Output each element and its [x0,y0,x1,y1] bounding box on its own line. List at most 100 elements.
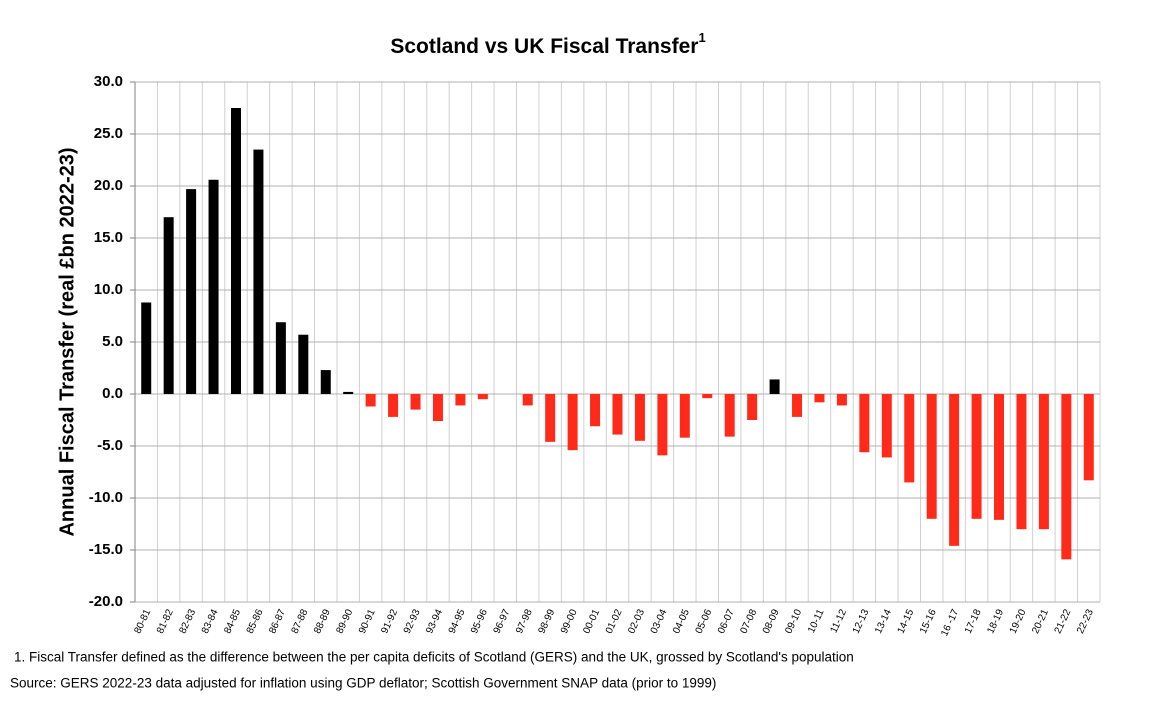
bar [634,394,645,441]
x-tick-label: 00-01 [581,607,602,635]
y-tick-label: 20.0 [94,177,123,194]
title-superscript: 1 [698,30,705,45]
y-tick-label: 30.0 [94,73,123,90]
x-tick-label: 94-95 [447,607,468,635]
y-tick-label: 25.0 [94,125,123,142]
x-tick-label: 04-05 [671,607,692,635]
y-tick-label: -15.0 [89,541,123,558]
x-tick-label: 14-15 [896,607,917,635]
x-tick-label: 10-11 [806,607,827,635]
bar [1083,394,1094,481]
x-tick-label: 18-19 [985,607,1006,635]
bar [836,394,847,406]
x-tick-label: 99-00 [559,607,580,635]
x-tick-label: 80-81 [133,607,154,635]
x-tick-label: 22-23 [1075,607,1096,635]
bar [881,394,892,458]
bar [949,394,960,546]
footnote: 1. Fiscal Transfer defined as the differ… [14,650,854,665]
bar [320,370,331,394]
bar [747,394,758,420]
x-tick-label: 21-22 [1053,607,1074,635]
bar [298,334,309,394]
y-axis-label: Annual Fiscal Transfer (real £bn 2022-23… [56,147,78,536]
x-tick-label: 86-87 [267,607,288,635]
x-tick-label: 15-16 [918,607,939,635]
x-tick-label: 19-20 [1008,607,1029,635]
bar [477,394,488,400]
x-tick-label: 83-84 [200,607,221,635]
bar [926,394,937,519]
x-tick-label: 96-97 [492,607,513,635]
y-tick-label: 15.0 [94,229,123,246]
bar [590,394,601,427]
x-tick-label: 17-18 [963,607,984,635]
bar [275,322,286,394]
x-tick-label: 91-92 [379,607,400,635]
x-tick-label: 98-99 [537,607,558,635]
bar [612,394,623,435]
x-tick-label: 12-13 [851,607,872,635]
x-tick-label: 11-12 [829,607,850,635]
bar [814,394,825,403]
x-tick-label: 01-02 [604,607,625,635]
x-tick-label: 02-03 [626,607,647,635]
source-note: Source: GERS 2022-23 data adjusted for i… [10,676,716,691]
bar [208,179,219,394]
y-tick-label: 5.0 [102,333,123,350]
bar [545,394,556,442]
title-text: Scotland vs UK Fiscal Transfer [390,35,698,58]
x-tick-label: 92-93 [402,607,423,635]
y-tick-label: 10.0 [94,281,123,298]
bar [971,394,982,519]
x-tick-label: 03-04 [649,607,670,635]
x-tick-label: 85-86 [245,607,266,635]
bar [724,394,735,437]
bar [1016,394,1027,530]
bar [365,394,376,407]
x-tick-label: 87-88 [290,607,311,635]
bar [432,394,443,422]
bar [1061,394,1072,560]
bar [253,149,264,394]
bar [1038,394,1049,530]
bar [522,394,533,406]
x-tick-label: 07-08 [738,607,759,635]
x-tick-label: 84-85 [222,607,243,635]
bar [343,391,354,394]
bar [567,394,578,451]
x-tick-label: 89-90 [335,607,356,635]
y-tick-label: 0.0 [102,385,123,402]
bar [859,394,870,453]
bar [792,394,803,417]
bar [388,394,399,417]
x-tick-label: 16 -17 [939,607,961,638]
bar [455,394,466,406]
x-tick-label: 08-09 [761,607,782,635]
x-tick-label: 82-83 [177,607,198,635]
x-tick-label: 95-96 [469,607,490,635]
bar [702,394,713,399]
y-tick-label: -10.0 [89,489,123,506]
bar [163,217,174,394]
y-tick-label: -20.0 [89,593,123,610]
x-tick-label: 09-10 [783,607,804,635]
x-tick-label: 81-82 [155,607,176,635]
x-tick-label: 90-91 [357,607,378,635]
bar [994,394,1005,520]
x-tick-label: 05-06 [694,607,715,635]
y-tick-label: -5.0 [97,437,123,454]
x-tick-label: 93-94 [424,607,445,635]
bar [769,379,780,394]
bar [186,189,197,394]
x-tick-label: 97-98 [514,607,535,635]
bar [657,394,668,456]
chart-title: Scotland vs UK Fiscal Transfer1 [390,30,705,57]
bar [230,108,241,394]
x-tick-label: 20-21 [1030,607,1051,635]
bar [141,302,152,394]
bar [904,394,915,483]
x-tick-label: 13-14 [873,607,894,635]
bar [410,394,421,410]
